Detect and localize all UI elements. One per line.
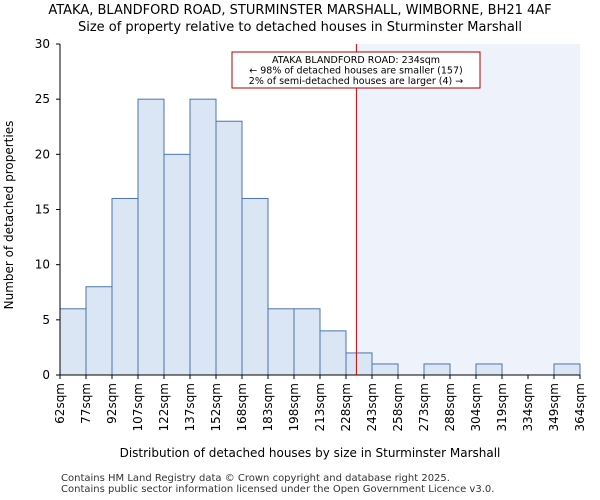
x-tick-label: 213sqm bbox=[313, 383, 327, 431]
x-tick-label: 364sqm bbox=[573, 383, 587, 431]
y-tick-label: 5 bbox=[42, 313, 50, 327]
annotation-larger-text: 2% of semi-detached houses are larger (4… bbox=[249, 76, 463, 87]
y-tick-label: 30 bbox=[35, 37, 50, 51]
histogram-bar bbox=[111, 197, 139, 376]
histogram-bar bbox=[267, 308, 295, 376]
x-axis-label: Distribution of detached houses by size … bbox=[120, 446, 501, 460]
x-tick-label: 349sqm bbox=[547, 383, 561, 431]
histogram-bar bbox=[553, 363, 581, 376]
annotation-title: ATAKA BLANDFORD ROAD: 234sqm bbox=[272, 55, 440, 66]
footer-copyright: Contains HM Land Registry data © Crown c… bbox=[61, 473, 450, 484]
x-tick-label: 304sqm bbox=[469, 383, 483, 431]
histogram-bar bbox=[475, 363, 503, 376]
x-tick-label: 77sqm bbox=[79, 383, 93, 424]
x-tick-label: 152sqm bbox=[209, 383, 223, 431]
x-tick-label: 137sqm bbox=[183, 383, 197, 431]
x-tick-label: 62sqm bbox=[53, 383, 67, 424]
histogram-bar bbox=[215, 120, 243, 376]
chart-title: ATAKA, BLANDFORD ROAD, STURMINSTER MARSH… bbox=[48, 3, 552, 18]
x-tick-label: 243sqm bbox=[365, 383, 379, 431]
x-tick-label: 258sqm bbox=[391, 383, 405, 431]
histogram-bar bbox=[59, 308, 87, 376]
histogram-bar bbox=[163, 153, 191, 376]
x-tick-label: 122sqm bbox=[157, 383, 171, 431]
x-tick-label: 288sqm bbox=[443, 383, 457, 431]
x-tick-label: 183sqm bbox=[261, 383, 275, 431]
y-tick-label: 0 bbox=[42, 368, 50, 382]
histogram-bar bbox=[371, 363, 399, 376]
y-axis-label: Number of detached properties bbox=[2, 121, 16, 310]
histogram-bar bbox=[293, 308, 321, 376]
histogram-bar bbox=[85, 286, 113, 376]
histogram-bar bbox=[137, 98, 165, 376]
x-tick-label: 319sqm bbox=[495, 383, 509, 431]
y-tick-label: 20 bbox=[35, 147, 50, 161]
x-tick-label: 198sqm bbox=[287, 383, 301, 431]
y-tick-label: 25 bbox=[35, 92, 50, 106]
x-tick-label: 107sqm bbox=[131, 383, 145, 431]
y-tick-label: 15 bbox=[35, 203, 50, 217]
x-tick-label: 92sqm bbox=[105, 383, 119, 424]
x-tick-label: 334sqm bbox=[521, 383, 535, 431]
x-tick-label: 228sqm bbox=[339, 383, 353, 431]
histogram-bar bbox=[319, 330, 347, 376]
y-tick-label: 10 bbox=[35, 258, 50, 272]
highlight-region bbox=[356, 44, 580, 375]
x-tick-label: 273sqm bbox=[417, 383, 431, 431]
footer-licence: Contains public sector information licen… bbox=[61, 484, 495, 495]
histogram-bar bbox=[241, 197, 269, 376]
histogram-bar bbox=[345, 352, 373, 376]
x-tick-label: 168sqm bbox=[235, 383, 249, 431]
annotation-smaller-text: ← 98% of detached houses are smaller (15… bbox=[249, 66, 462, 77]
histogram-bar bbox=[423, 363, 451, 376]
chart-subtitle: Size of property relative to detached ho… bbox=[77, 20, 523, 35]
histogram-bar bbox=[189, 98, 217, 376]
annotation-box bbox=[231, 51, 481, 89]
